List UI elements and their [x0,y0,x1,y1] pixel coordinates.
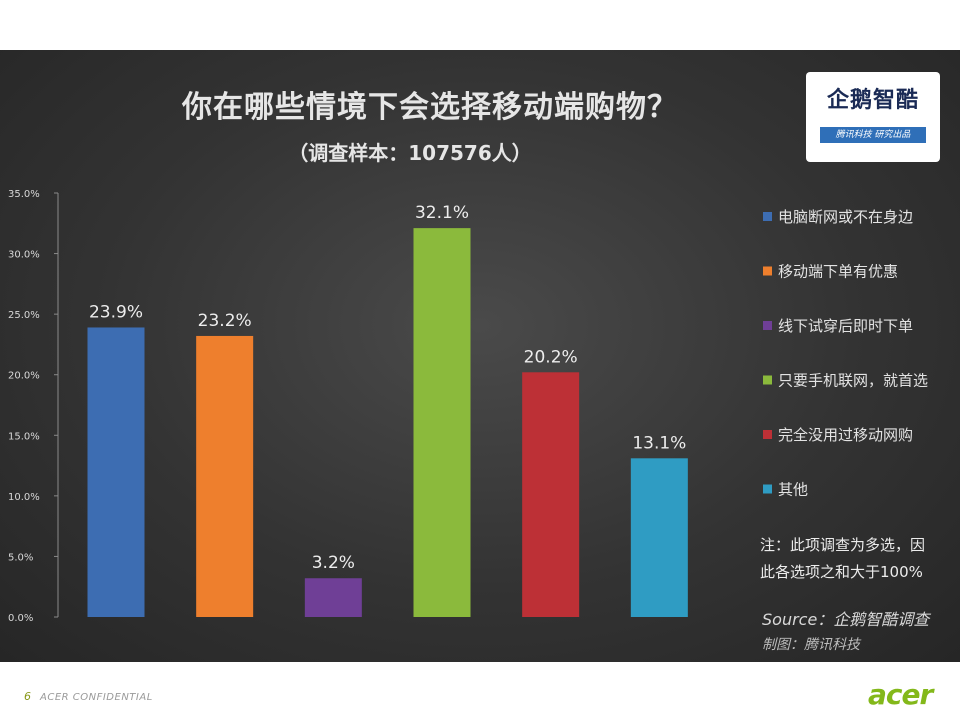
bar [522,372,580,617]
chart-slide [0,50,960,662]
bar [630,458,688,617]
chart-note: 注：此项调查为多选，因 此各选项之和大于100% [760,532,960,586]
credit-text: 制图：腾讯科技 [762,637,860,653]
y-tick-label: 15.0% [8,431,40,442]
bar [304,578,362,617]
chart-axes: 0.0% 5.0% 10.0% 15.0% 20.0% 25.0% 30.0% 35.0% [8,189,59,624]
data-label: 23.9% [89,302,143,322]
y-tick-label: 30.0% [8,250,40,261]
data-label: 13.1% [632,433,686,453]
chart-title: 你在哪些情境下会选择移动端购物？ [182,90,678,125]
y-tick-label: 5.0% [8,552,33,563]
legend-swatch [763,212,772,221]
source-text: Source：企鹅智酷调查 [762,610,930,629]
legend-swatch [763,484,772,494]
bar [196,335,254,617]
acer-logo: acer [868,678,933,711]
legend-label: 电脑断网或不在身边 [778,208,913,226]
y-tick-label: 35.0% [8,189,40,200]
data-label: 32.1% [415,203,469,223]
logo-name: 企鹅智酷 [826,88,919,113]
legend-swatch [763,321,772,330]
y-tick-label: 0.0% [8,613,33,624]
legend-label: 完全没用过移动网购 [778,426,913,444]
bar [87,327,145,617]
y-tick-label: 25.0% [8,310,40,321]
legend-swatch [763,430,772,439]
data-label: 23.2% [198,311,252,331]
confidential-label: ACER CONFIDENTIAL [40,692,153,703]
logo: 企鹅智酷 腾讯科技 研究出品 [806,72,940,162]
y-tick-label: 10.0% [8,492,40,503]
chart-data-labels: 23.9% 23.2% 3.2% 32.1% 20.2% 13.1% [89,203,686,573]
data-label: 20.2% [524,347,578,367]
y-tick-label: 20.0% [8,371,40,382]
legend-swatch [763,266,772,276]
legend-label: 移动端下单有优惠 [778,263,898,281]
note-line: 注：此项调查为多选，因 [760,536,926,554]
chart-legend: 电脑断网或不在身边移动端下单有优惠线下试穿后即时下单只要手机联网，就首选完全没用… [763,208,928,499]
chart-bars [87,228,688,618]
legend-label: 只要手机联网，就首选 [778,372,928,390]
legend-label: 线下试穿后即时下单 [778,317,913,335]
logo-tagline: 腾讯科技 研究出品 [820,127,926,143]
legend-swatch [763,375,772,385]
bar [413,228,471,618]
note-line: 此各选项之和大于100% [760,563,923,581]
legend-label: 其他 [778,481,808,499]
data-label: 3.2% [312,553,355,573]
chart-subtitle: （调查样本：107576人） [288,141,532,165]
page-number: 6 [24,690,31,703]
